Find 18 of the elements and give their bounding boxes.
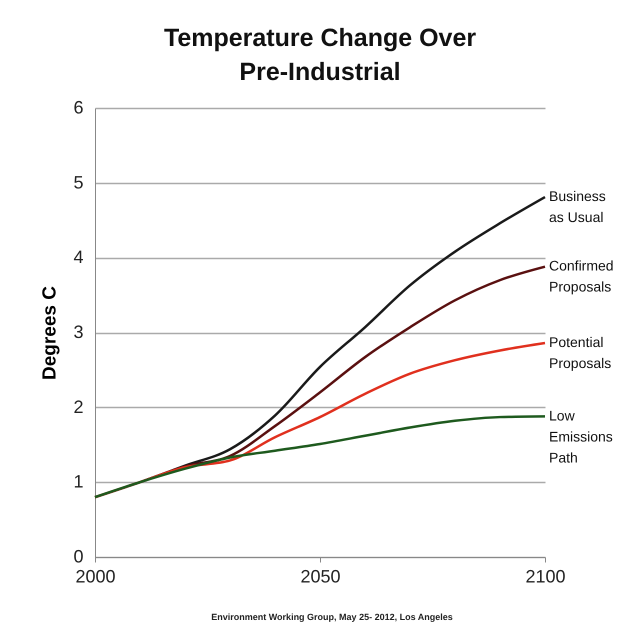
y-tick-label: 3 bbox=[73, 322, 84, 342]
series-label: Low Emissions Path bbox=[549, 407, 613, 466]
line-series bbox=[94, 415, 546, 498]
y-tick-label: 1 bbox=[73, 472, 84, 492]
y-tick-label: 5 bbox=[73, 172, 84, 192]
y-tick-label: 6 bbox=[73, 98, 84, 118]
y-axis-title: Degrees C bbox=[39, 286, 60, 380]
y-tick-label: 2 bbox=[73, 396, 84, 417]
series-label: Business as Usual bbox=[549, 188, 606, 226]
series-label: Potential Proposals bbox=[549, 334, 612, 371]
y-tick-label: 4 bbox=[73, 247, 84, 268]
series-label: Confirmed Proposals bbox=[549, 258, 614, 295]
y-tick-label: 0 bbox=[73, 546, 84, 566]
x-tick-label: 2050 bbox=[300, 566, 341, 586]
x-tick-label: 2000 bbox=[75, 566, 116, 586]
x-tick-label: 2100 bbox=[525, 566, 566, 586]
chart-title: Temperature Change Over Pre-Industrial bbox=[164, 24, 476, 86]
text: Environment Working Group, May 25- 2012, Los Angeles bbox=[211, 612, 453, 622]
